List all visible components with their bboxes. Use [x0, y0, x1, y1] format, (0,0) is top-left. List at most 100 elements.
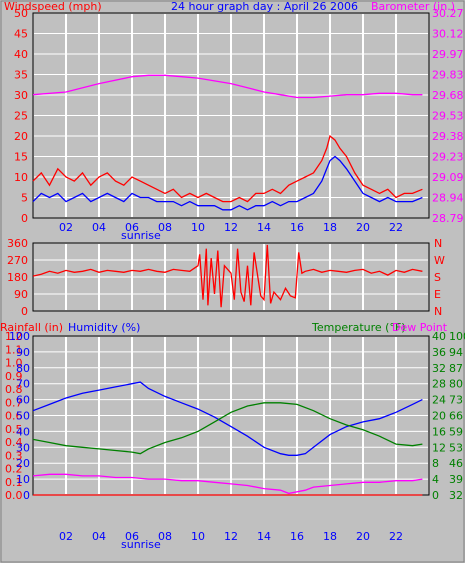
plot-area-2 — [32, 242, 430, 312]
y-tick-label: 0.2 — [5, 463, 23, 476]
y-tick-label: 94 — [449, 346, 463, 359]
y-tick-label: 29.83 — [432, 69, 464, 82]
temperature-axis-title: Temperature (°F) — [311, 321, 406, 334]
y-tick-label: 270 — [7, 254, 28, 267]
x-tick-label: 08 — [158, 530, 172, 543]
x-tick-label: 16 — [290, 221, 304, 234]
plot-area-1 — [32, 12, 430, 219]
y-tick-label: N — [434, 305, 442, 318]
y-tick-label: 70 — [16, 378, 30, 391]
y-tick-label: 360 — [7, 237, 28, 250]
y-tick-label: 0.6 — [5, 410, 23, 423]
y-tick-label: 0.9 — [5, 370, 23, 383]
y-tick-label: 29.53 — [432, 110, 464, 123]
sunrise-label: sunrise — [121, 538, 161, 551]
rainfall-axis-title: Rainfall (in) — [0, 321, 63, 334]
y-tick-label: 28.94 — [432, 192, 464, 205]
dewpoint-axis-title: Dew Point — [392, 321, 448, 334]
x-tick-label: 06 — [125, 530, 139, 543]
y-tick-label: 24 — [432, 394, 446, 407]
wind-barometer-panel: Windspeed (mph) 24 hour graph day : Apri… — [4, 0, 464, 242]
y-tick-label: 20 — [432, 410, 446, 423]
y-tick-label: 0.7 — [5, 396, 23, 409]
y-tick-label: 15 — [14, 151, 28, 164]
y-tick-label: 40 — [432, 330, 446, 343]
x-tick-label: 12 — [224, 221, 238, 234]
y-tick-label: 25 — [14, 110, 28, 123]
x-tick-label: 08 — [158, 221, 172, 234]
y-tick-label: 180 — [7, 271, 28, 284]
y-tick-label: 73 — [449, 394, 463, 407]
y-tick-label: 29.68 — [432, 89, 464, 102]
y-tick-label: 1.1 — [5, 343, 23, 356]
barometer-line — [32, 74, 423, 99]
windspeed-axis-title: Windspeed (mph) — [4, 0, 102, 13]
y-tick-label: 0.1 — [5, 476, 23, 489]
y-tick-label: 45 — [14, 28, 28, 41]
x-tick-label: 18 — [323, 530, 337, 543]
y-tick-label: W — [434, 254, 445, 267]
y-tick-label: 59 — [449, 425, 463, 438]
y-tick-label: 20 — [14, 130, 28, 143]
x-tick-label: 02 — [59, 530, 73, 543]
y-tick-label: 29.97 — [432, 48, 464, 61]
y-tick-label: 66 — [449, 410, 463, 423]
y-tick-label: 29.38 — [432, 130, 464, 143]
y-tick-label: 32 — [449, 489, 463, 502]
y-tick-label: 0.4 — [5, 436, 23, 449]
y-tick-label: N — [434, 237, 442, 250]
y-tick-label: 0.5 — [5, 423, 23, 436]
temperature-line — [32, 402, 423, 455]
humidity-temperature-panel: Rainfall (in) Humidity (%) Temperature (… — [0, 321, 465, 551]
y-tick-label: 87 — [449, 362, 463, 375]
wind-gust-line — [32, 134, 423, 203]
x-tick-label: 20 — [356, 530, 370, 543]
y-tick-label: 90 — [14, 288, 28, 301]
x-tick-label: 04 — [92, 530, 106, 543]
y-tick-label: 30.27 — [432, 7, 464, 20]
y-tick-label: 40 — [16, 425, 30, 438]
x-tick-label: 22 — [389, 530, 403, 543]
y-tick-label: 80 — [449, 378, 463, 391]
y-tick-label: 0 — [23, 489, 30, 502]
y-tick-label: 32 — [432, 362, 446, 375]
barometer-axis-title: Barometer (in.) — [371, 0, 455, 13]
y-tick-label: 39 — [449, 473, 463, 486]
y-tick-label: 100 — [449, 330, 465, 343]
x-tick-label: 10 — [191, 221, 205, 234]
wind-direction-line — [32, 244, 423, 308]
y-tick-label: 80 — [16, 362, 30, 375]
y-tick-label: E — [434, 288, 441, 301]
x-tick-label: 04 — [92, 221, 106, 234]
y-tick-label: 40 — [14, 48, 28, 61]
sunrise-label: sunrise — [121, 229, 161, 242]
y-tick-label: 16 — [432, 425, 446, 438]
wind-speed-line — [32, 155, 423, 211]
y-tick-label: 1.0 — [5, 357, 23, 370]
x-tick-label: 02 — [59, 221, 73, 234]
y-tick-label: 8 — [432, 457, 439, 470]
x-tick-label: 12 — [224, 530, 238, 543]
x-tick-label: 06 — [125, 221, 139, 234]
y-tick-label: 30.12 — [432, 28, 464, 41]
x-tick-label: 10 — [191, 530, 205, 543]
y-tick-label: 28.79 — [432, 212, 464, 225]
y-tick-label: 29.23 — [432, 151, 464, 164]
y-tick-label: 0.3 — [5, 449, 23, 462]
y-tick-label: 30 — [14, 89, 28, 102]
y-tick-label: 100 — [9, 330, 30, 343]
y-tick-label: 10 — [16, 473, 30, 486]
y-tick-label: 0 — [21, 305, 28, 318]
y-tick-label: 5 — [21, 192, 28, 205]
y-tick-label: 30 — [16, 441, 30, 454]
y-tick-label: 1.2 — [5, 330, 23, 343]
y-tick-label: 0.0 — [5, 489, 23, 502]
y-tick-label: 20 — [16, 457, 30, 470]
y-tick-label: 0.8 — [5, 383, 23, 396]
x-tick-label: 14 — [257, 221, 271, 234]
x-tick-label: 14 — [257, 530, 271, 543]
x-tick-label: 20 — [356, 221, 370, 234]
y-tick-label: 29.09 — [432, 171, 464, 184]
